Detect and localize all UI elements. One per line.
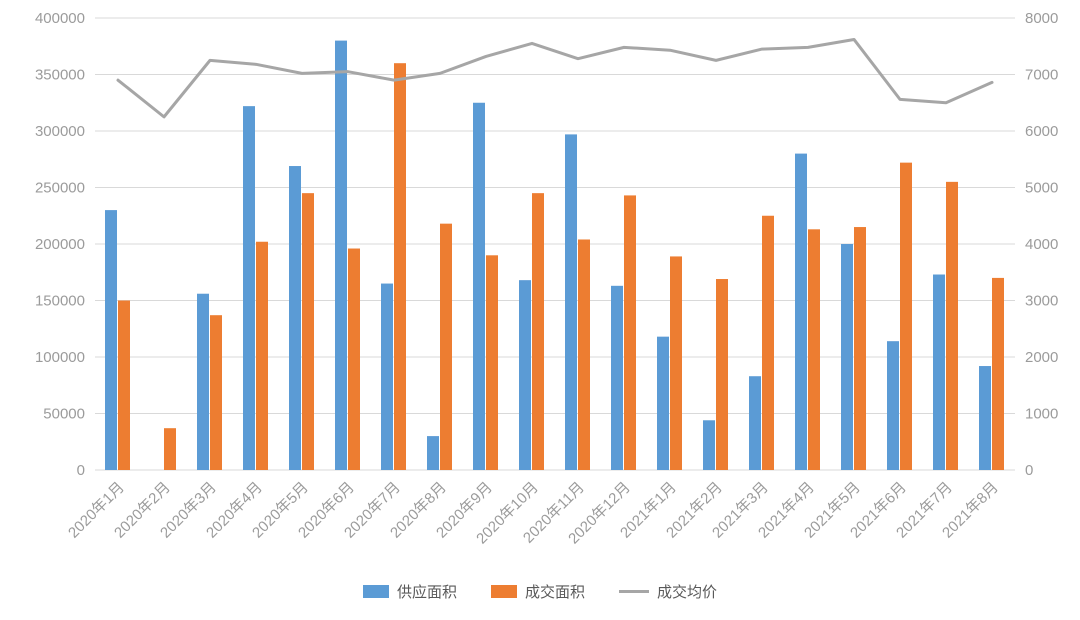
bar-supply-area	[887, 341, 899, 470]
bar-supply-area	[749, 376, 761, 470]
bar-transaction-area	[624, 195, 636, 470]
bar-transaction-area	[578, 239, 590, 470]
legend-item-transaction-area[interactable]: 成交面积	[490, 581, 585, 602]
bar-transaction-area	[302, 193, 314, 470]
bar-transaction-area	[256, 241, 268, 470]
supply-area-swatch	[362, 585, 389, 598]
left-axis-tick-label: 350000	[35, 67, 85, 84]
left-axis-tick-label: 400000	[35, 10, 85, 27]
left-axis-tick-label: 100000	[35, 349, 85, 366]
bar-supply-area	[611, 285, 623, 470]
right-axis-tick-label: 7000	[1025, 67, 1058, 84]
average-price-label: 成交均价	[657, 584, 718, 601]
bar-transaction-area	[762, 215, 774, 470]
bar-supply-area	[473, 102, 485, 470]
bar-transaction-area	[900, 162, 912, 470]
bar-transaction-area	[992, 277, 1004, 470]
right-axis-tick-label: 6000	[1025, 123, 1058, 140]
left-axis-tick-label: 0	[77, 462, 85, 479]
bar-transaction-area	[348, 248, 360, 470]
right-axis-tick-label: 2000	[1025, 349, 1058, 366]
right-axis-tick-label: 4000	[1025, 236, 1058, 253]
bar-supply-area	[795, 153, 807, 470]
bar-transaction-area	[394, 63, 406, 470]
bar-supply-area	[105, 210, 117, 470]
supply-area-label: 供应面积	[396, 584, 457, 601]
bar-transaction-area	[946, 181, 958, 470]
bar-supply-area	[427, 436, 439, 470]
bar-transaction-area	[164, 428, 176, 470]
bar-transaction-area	[716, 279, 728, 470]
bar-supply-area	[197, 293, 209, 470]
legend-item-average-price[interactable]: 成交均价	[619, 581, 717, 602]
left-axis-tick-label: 150000	[35, 293, 85, 310]
transaction-area-swatch	[490, 585, 517, 598]
bar-transaction-area	[210, 315, 222, 470]
right-axis-tick-label: 5000	[1025, 180, 1058, 197]
right-axis-tick-label: 0	[1025, 462, 1033, 479]
bar-supply-area	[335, 40, 347, 470]
bar-supply-area	[979, 366, 991, 470]
left-axis-tick-label: 300000	[35, 123, 85, 140]
bar-supply-area	[243, 106, 255, 470]
right-axis-tick-label: 8000	[1025, 10, 1058, 27]
bar-transaction-area	[486, 255, 498, 470]
bar-supply-area	[841, 244, 853, 470]
left-axis-tick-label: 250000	[35, 180, 85, 197]
average-price-line	[116, 37, 994, 119]
transaction-area-label: 成交面积	[524, 584, 585, 601]
bar-transaction-area	[854, 227, 866, 470]
chart-legend: 供应面积 成交面积 成交均价	[0, 581, 1080, 602]
bar-transaction-area	[670, 256, 682, 470]
bar-transaction-area	[440, 223, 452, 470]
bar-supply-area	[703, 420, 715, 470]
bar-supply-area	[519, 280, 531, 470]
bar-supply-area	[381, 283, 393, 470]
left-axis-tick-label: 200000	[35, 236, 85, 253]
chart-plot: 0 0 50000 1000 100000 2000 150000 3000 200000 400…	[35, 10, 1058, 547]
bar-transaction-area	[118, 300, 130, 470]
right-axis-tick-label: 1000	[1025, 406, 1058, 423]
right-axis-tick-label: 3000	[1025, 293, 1058, 310]
bar-supply-area	[933, 274, 945, 470]
bar-transaction-area	[532, 193, 544, 470]
legend-item-supply-area[interactable]: 供应面积	[362, 581, 457, 602]
bar-supply-area	[565, 134, 577, 470]
left-axis-tick-label: 50000	[43, 406, 85, 423]
average-price-swatch	[619, 590, 649, 593]
bar-supply-area	[289, 166, 301, 470]
bar-transaction-area	[808, 229, 820, 470]
bar-supply-area	[657, 336, 669, 470]
